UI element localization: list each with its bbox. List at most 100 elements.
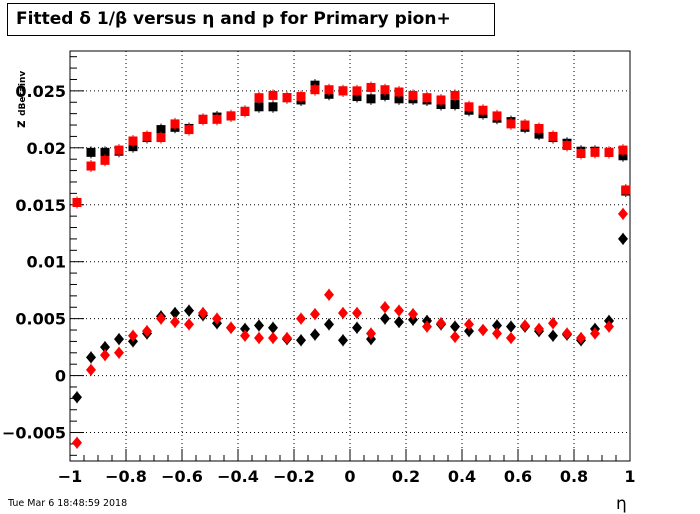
data-point-square	[380, 85, 390, 95]
data-point-diamond	[100, 341, 110, 354]
data-point-square	[72, 197, 82, 207]
data-point-square	[464, 102, 474, 112]
data-point-diamond	[254, 332, 264, 344]
data-point-square	[520, 120, 530, 130]
timestamp: Tue Mar 6 18:48:59 2018	[8, 498, 128, 509]
data-point-square	[268, 90, 278, 100]
x-axis-label: η	[616, 494, 627, 514]
data-point-square	[548, 131, 558, 141]
data-point-diamond	[240, 329, 250, 342]
data-point-square	[352, 86, 362, 96]
y-tick-label: 0.005	[15, 310, 66, 329]
data-point-diamond	[352, 306, 362, 319]
chart-grid	[70, 51, 630, 461]
y-tick-label: 0.02	[27, 139, 66, 158]
data-point-diamond	[324, 288, 334, 301]
data-point-square	[604, 147, 614, 157]
data-series	[72, 79, 631, 449]
y-axis-label-main: z	[14, 120, 29, 128]
data-point-diamond	[142, 325, 152, 338]
data-point-diamond	[492, 327, 502, 340]
data-point-diamond	[240, 322, 250, 335]
data-point-diamond	[576, 332, 586, 344]
data-point-square	[534, 123, 544, 133]
data-point-square	[212, 114, 222, 124]
data-point-square	[184, 125, 194, 135]
data-point-square	[114, 145, 124, 155]
x-tick-label: 0.6	[504, 467, 532, 486]
data-point-diamond	[170, 316, 180, 329]
data-point-diamond	[590, 327, 600, 340]
data-point-square	[506, 119, 516, 129]
data-point-square	[100, 155, 110, 165]
data-point-square	[170, 119, 180, 129]
data-point-diamond	[366, 327, 376, 340]
x-tick-label: −0.8	[105, 467, 147, 486]
data-point-diamond	[394, 316, 404, 329]
x-tick-label: 1	[624, 467, 635, 486]
data-point-diamond	[282, 332, 292, 344]
y-tick-label: 0.025	[15, 82, 66, 101]
data-point-diamond	[338, 306, 348, 319]
data-point-diamond	[534, 322, 544, 335]
x-axis-tick-labels: −1 −0.8 −0.6 −0.4 −0.2 0 0.2 0.4 0.6 0.8 1	[58, 467, 636, 486]
x-tick-label: −0.6	[161, 467, 203, 486]
data-point-diamond	[548, 329, 558, 342]
x-tick-label: 0.2	[392, 467, 420, 486]
data-point-square	[156, 133, 166, 143]
data-point-square	[268, 102, 278, 112]
data-point-diamond	[156, 312, 166, 325]
data-point-square	[436, 95, 446, 105]
data-point-square	[618, 145, 628, 155]
x-tick-label: −0.2	[273, 467, 315, 486]
y-axis-tick-labels: −0.005 0 0.005 0.01 0.015 0.02 0.025	[2, 82, 66, 443]
data-point-diamond	[268, 321, 278, 334]
data-point-diamond	[72, 436, 82, 449]
data-point-square	[86, 147, 96, 157]
data-point-diamond	[422, 320, 432, 333]
data-point-diamond	[268, 332, 278, 344]
data-point-diamond	[310, 308, 320, 321]
data-point-diamond	[562, 327, 572, 340]
data-point-square	[408, 90, 418, 100]
data-point-diamond	[254, 319, 264, 332]
data-point-diamond	[478, 324, 488, 337]
data-point-diamond	[226, 321, 236, 334]
y-tick-label: 0	[55, 367, 66, 386]
data-point-diamond	[86, 363, 96, 376]
data-point-square	[86, 161, 96, 171]
data-point-diamond	[198, 306, 208, 319]
data-point-square	[394, 87, 404, 97]
data-point-diamond	[450, 330, 460, 343]
chart-title: Fitted δ 1/β versus η and p for Primary …	[7, 3, 495, 36]
data-point-diamond	[114, 333, 124, 346]
data-point-square	[338, 86, 348, 96]
data-point-diamond	[296, 312, 306, 325]
data-point-diamond	[380, 301, 390, 314]
axis-ticks	[69, 56, 631, 461]
data-point-diamond	[170, 306, 180, 319]
data-point-square	[100, 147, 110, 157]
data-point-diamond	[604, 320, 614, 333]
data-point-diamond	[296, 334, 306, 347]
data-point-diamond	[114, 346, 124, 359]
data-point-square	[128, 136, 138, 146]
data-point-diamond	[352, 321, 362, 334]
data-point-square	[492, 111, 502, 121]
x-tick-label: −1	[58, 467, 83, 486]
data-point-square	[621, 185, 631, 195]
data-point-diamond	[548, 317, 558, 330]
data-point-diamond	[380, 312, 390, 325]
data-point-square	[198, 114, 208, 124]
data-point-square	[324, 85, 334, 95]
data-point-diamond	[506, 332, 516, 344]
data-point-diamond	[100, 349, 110, 362]
data-point-diamond	[310, 328, 320, 341]
x-tick-label: −0.4	[217, 467, 259, 486]
data-point-square	[366, 82, 376, 92]
data-point-diamond	[450, 320, 460, 333]
data-point-square	[240, 106, 250, 116]
data-point-diamond	[72, 391, 82, 404]
data-point-square	[142, 131, 152, 141]
